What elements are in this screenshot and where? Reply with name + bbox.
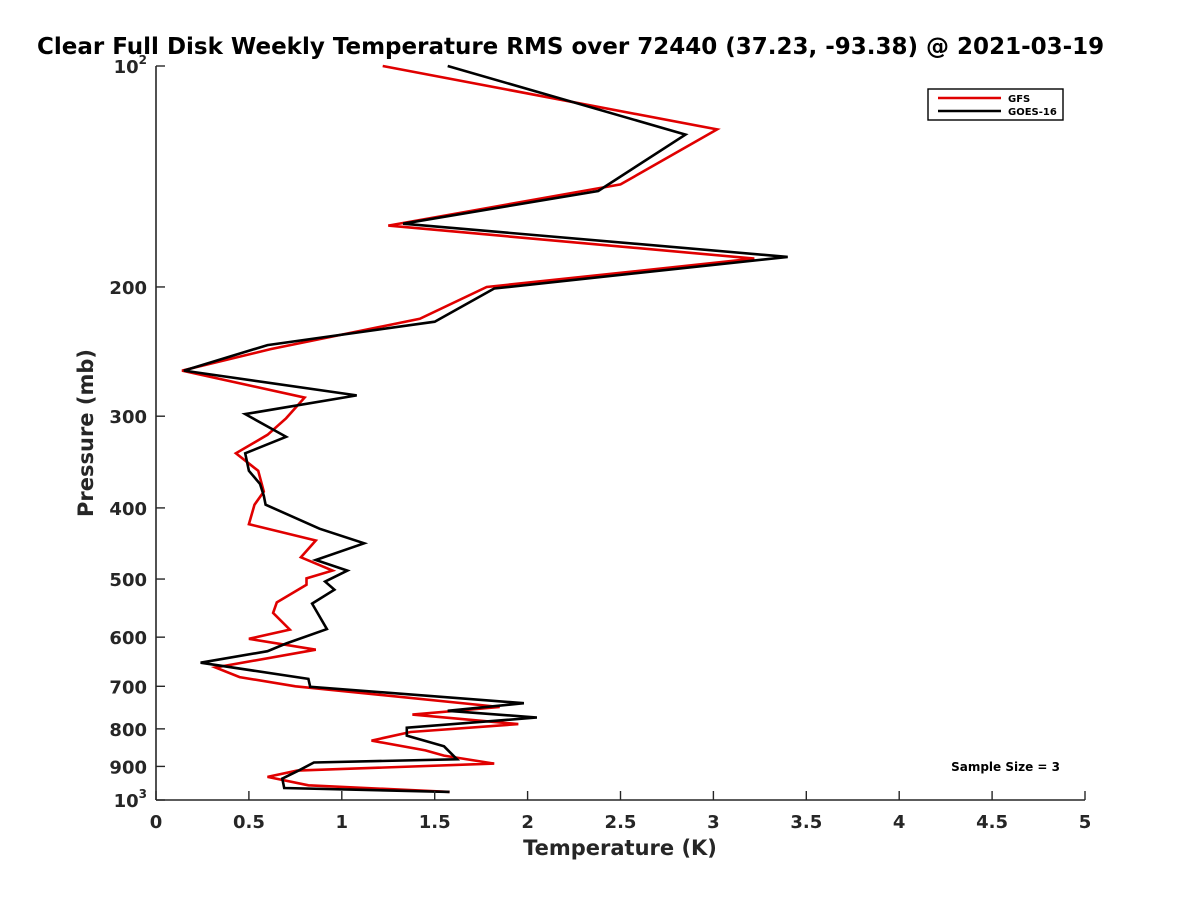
- y-tick-label: 400: [109, 499, 147, 520]
- x-tick-label: 2.5: [605, 812, 637, 833]
- y-tick-label: 300: [109, 407, 147, 428]
- x-tick-label: 1.5: [419, 812, 451, 833]
- x-tick-label: 0.5: [233, 812, 265, 833]
- x-axis-label: Temperature (K): [523, 836, 717, 860]
- legend-label-goes-16: GOES-16: [1008, 107, 1057, 118]
- series-line-goes-16: [183, 64, 788, 794]
- legend-box: [927, 88, 1064, 121]
- y-tick-label: 200: [109, 278, 147, 299]
- series-line-gfs: [181, 64, 755, 794]
- y-tick-label: 700: [109, 677, 147, 698]
- legend: GFS GOES-16: [927, 88, 1064, 121]
- y-tick-label: 800: [109, 720, 147, 741]
- chart-title: Clear Full Disk Weekly Temperature RMS o…: [37, 34, 1104, 60]
- y-tick-label: 500: [109, 570, 147, 591]
- x-tick-label: 0: [150, 812, 163, 833]
- x-tick-label: 1: [336, 812, 349, 833]
- y-axis-label: Pressure (mb): [74, 349, 98, 517]
- x-tick-label: 4.5: [976, 812, 1008, 833]
- y-tick-label: 600: [109, 628, 147, 649]
- plot-area: [155, 64, 1085, 801]
- x-tick-label: 3.5: [790, 812, 822, 833]
- x-axis-ticks: 0 0.5 1 1.5 2 2.5 3 3.5 4 4.5 5: [150, 791, 1092, 833]
- legend-label-gfs: GFS: [1008, 94, 1030, 105]
- x-tick-label: 2: [521, 812, 534, 833]
- y-axis-ticks: 102 200 300 400 500 600 700 800 900 103: [109, 53, 165, 812]
- x-tick-label: 4: [893, 812, 906, 833]
- x-tick-label: 5: [1079, 812, 1092, 833]
- x-tick-label: 3: [707, 812, 720, 833]
- y-tick-label: 103: [114, 787, 147, 812]
- y-tick-label: 102: [114, 53, 147, 78]
- sample-size-annotation: Sample Size = 3: [951, 760, 1060, 774]
- y-tick-label: 900: [109, 757, 147, 778]
